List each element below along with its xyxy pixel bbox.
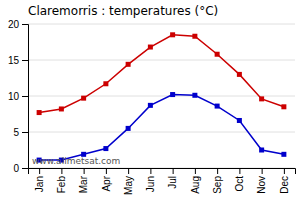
marker — [215, 104, 220, 109]
tick-mark — [22, 168, 28, 169]
tick-label: Nov — [256, 176, 267, 194]
marker — [237, 118, 242, 123]
marker — [148, 45, 153, 50]
marker — [81, 96, 86, 101]
tick-label: Feb — [56, 176, 67, 194]
tick-label: Mar — [78, 175, 89, 193]
tick-mark — [84, 168, 85, 174]
tick-mark — [22, 132, 28, 133]
axis-line — [29, 169, 296, 175]
tick-mark — [61, 168, 62, 174]
tick-label: Aug — [190, 176, 201, 194]
series — [37, 32, 287, 115]
grid-line — [28, 24, 295, 25]
tick-label: Oct — [234, 176, 245, 192]
tick-label: 20 — [8, 19, 20, 30]
tick-mark — [173, 168, 174, 174]
line — [39, 35, 284, 113]
tick: Nov — [256, 168, 267, 194]
marker — [59, 106, 64, 111]
grid-line — [28, 132, 295, 133]
tick: May — [123, 168, 134, 195]
chart: 0 5 10 15 20 Jan Feb Mar Apr May Jun Jul Aug Sep Oct No… — [0, 0, 305, 200]
marker — [215, 52, 220, 57]
series — [37, 92, 287, 163]
tick-mark — [217, 168, 218, 174]
tick-mark — [284, 168, 285, 174]
tick-mark — [239, 168, 240, 174]
tick-label: Apr — [101, 175, 112, 191]
marker — [192, 34, 197, 39]
marker — [281, 152, 286, 157]
tick: Jul — [167, 168, 178, 189]
tick: Jan — [34, 168, 45, 192]
tick: 5 — [13, 127, 28, 138]
tick: Oct — [234, 168, 245, 192]
title: Claremorris : temperatures (°C) — [28, 4, 218, 18]
marker — [259, 96, 264, 101]
tick-mark — [22, 24, 28, 25]
series-group — [37, 32, 287, 162]
tick: Sep — [212, 168, 223, 194]
marker — [170, 32, 175, 37]
grid — [28, 24, 295, 168]
line — [39, 95, 284, 161]
marker — [103, 81, 108, 86]
tick: Mar — [78, 168, 89, 193]
y-axis: 0 5 10 15 20 — [8, 19, 29, 174]
marker — [281, 104, 286, 109]
marker — [103, 146, 108, 151]
marker — [126, 62, 131, 67]
marker — [259, 148, 264, 153]
tick-mark — [262, 168, 263, 174]
tick: Jun — [145, 168, 156, 192]
tick: Apr — [101, 168, 112, 192]
tick-mark — [22, 60, 28, 61]
tick-label: Jul — [167, 176, 178, 189]
marker — [237, 72, 242, 77]
marker — [148, 103, 153, 108]
tick: Aug — [190, 168, 201, 194]
tick-mark — [150, 168, 151, 174]
plot-area: 0 5 10 15 20 Jan Feb Mar Apr May Jun Jul Aug Sep Oct No… — [8, 19, 296, 195]
tick-mark — [128, 168, 129, 174]
grid-line — [28, 60, 295, 61]
tick-label: Jun — [145, 176, 156, 192]
tick-label: Dec — [279, 176, 290, 194]
tick-mark — [195, 168, 196, 174]
x-axis: Jan Feb Mar Apr May Jun Jul Aug Sep Oct Nov Dec — [29, 168, 296, 195]
tick-mark — [106, 168, 107, 174]
tick-label: 5 — [13, 127, 19, 138]
marker — [192, 93, 197, 98]
tick: Dec — [279, 168, 290, 194]
watermark: www.allmetsat.com — [32, 156, 120, 166]
tick-label: Sep — [212, 176, 223, 194]
tick: 0 — [13, 163, 28, 174]
tick: 20 — [8, 19, 28, 30]
tick: 10 — [8, 91, 28, 102]
grid-line — [28, 96, 295, 97]
tick: 15 — [8, 55, 28, 66]
marker — [126, 126, 131, 131]
axis-line — [22, 25, 29, 169]
tick-mark — [39, 168, 40, 174]
marker — [37, 110, 42, 115]
marker — [170, 92, 175, 97]
tick-label: 0 — [13, 163, 19, 174]
tick: Feb — [56, 168, 67, 193]
tick-mark — [22, 96, 28, 97]
tick-label: May — [123, 176, 134, 195]
tick-label: Jan — [34, 176, 45, 192]
tick-label: 15 — [8, 55, 20, 66]
tick-label: 10 — [8, 91, 20, 102]
